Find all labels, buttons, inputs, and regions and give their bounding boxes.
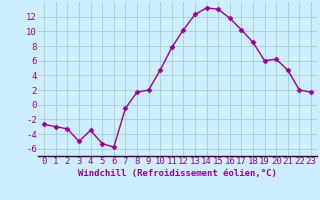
X-axis label: Windchill (Refroidissement éolien,°C): Windchill (Refroidissement éolien,°C) [78,169,277,178]
